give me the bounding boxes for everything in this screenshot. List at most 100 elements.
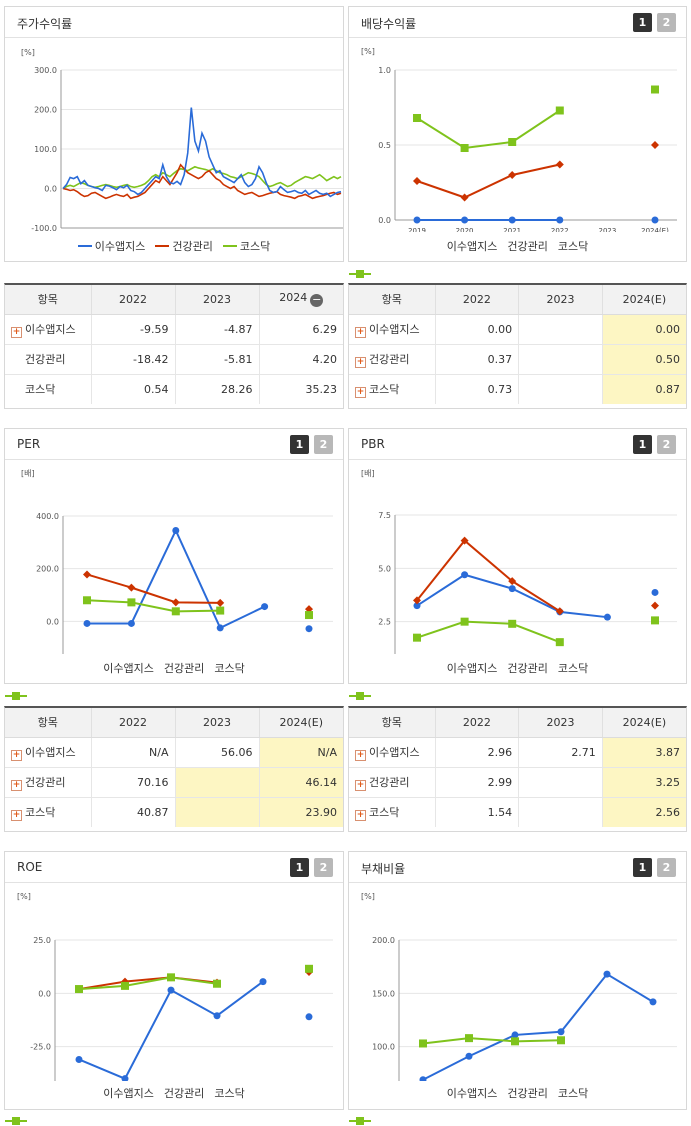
col-header: 2023 [518, 285, 603, 315]
table-cell [174, 797, 259, 827]
data-point [75, 1055, 83, 1063]
table-row: + 건강관리 0.37 0.50 [349, 344, 686, 375]
y-tick-label: 300.0 [34, 66, 57, 75]
legend-line-icon [155, 245, 170, 247]
data-point [508, 171, 517, 179]
legend-item[interactable]: 코스닥 [5, 1085, 245, 1125]
legend-item[interactable]: 이수앱지스 [5, 660, 154, 700]
row-label[interactable]: + 건강관리 [349, 344, 435, 375]
legend-marker [12, 692, 20, 700]
col-header: 2024(E) [601, 708, 686, 738]
data-point [127, 619, 135, 627]
page-2-button[interactable]: 2 [657, 858, 676, 877]
price-return-panel: 주가수익률 [%]300.0200.0100.00.0-100.02018/12… [4, 6, 344, 262]
expand-icon[interactable]: + [355, 326, 366, 338]
expand-icon[interactable]: + [11, 326, 22, 338]
debt-ratio-chart: [%]200.0150.0100.050.0201920202021202220… [361, 892, 677, 1081]
y-tick-label: 150.0 [372, 989, 395, 998]
row-name: 건강관리 [369, 352, 410, 366]
row-label[interactable]: + 건강관리 [349, 767, 435, 798]
legend-item[interactable]: 이수앱지스 [349, 660, 497, 700]
legend-label: 이수앱지스 [446, 1087, 498, 1100]
page-1-button[interactable]: 1 [633, 435, 652, 454]
table-cell: 28.26 [174, 374, 259, 404]
legend-item[interactable]: 이수앱지스 [77, 238, 145, 254]
data-point [465, 1052, 473, 1060]
y-tick-label: 200.0 [36, 565, 59, 574]
legend-item[interactable]: 건강관리 [349, 1085, 548, 1125]
expand-icon[interactable]: + [355, 809, 366, 821]
data-point [603, 970, 611, 978]
data-point [83, 570, 91, 579]
legend-label: 건강관리 [507, 240, 548, 253]
table-cell [518, 767, 603, 798]
legend-item[interactable]: 이수앱지스 [5, 1085, 154, 1125]
legend-item[interactable]: 코스닥 [5, 660, 245, 700]
table-cell: N/A [90, 737, 175, 768]
page-1-button[interactable]: 1 [290, 858, 309, 877]
legend-item[interactable]: 건강관리 [155, 238, 213, 254]
row-label[interactable]: + 이수앱지스 [5, 314, 91, 345]
expand-icon[interactable]: + [11, 749, 22, 761]
page-1-button[interactable]: 1 [290, 435, 309, 454]
data-point [555, 160, 564, 169]
legend-item[interactable]: 이수앱지스 [349, 1085, 498, 1125]
data-point [651, 616, 659, 625]
row-label[interactable]: + 코스닥 [349, 797, 435, 827]
legend-item[interactable]: 건강관리 [349, 660, 548, 700]
table-cell: 56.06 [174, 737, 259, 768]
expand-icon[interactable]: + [11, 779, 22, 791]
data-point [555, 638, 564, 647]
page-2-button[interactable]: 2 [314, 858, 333, 877]
panel-title: 배당수익률 [361, 17, 417, 31]
page-2-button[interactable]: 2 [657, 435, 676, 454]
series-line [416, 109, 561, 150]
expand-icon[interactable]: + [355, 749, 366, 761]
row-label[interactable]: + 이수앱지스 [5, 737, 91, 768]
collapse-icon[interactable]: − [310, 293, 324, 308]
row-label[interactable]: + 이수앱지스 [349, 314, 435, 345]
row-label[interactable]: 건강관리 [5, 344, 91, 375]
row-label[interactable]: 코스닥 [5, 374, 91, 404]
legend-marker-icon [349, 270, 371, 278]
page-2-button[interactable]: 2 [314, 435, 333, 454]
row-label[interactable]: + 건강관리 [5, 767, 91, 798]
legend-item[interactable]: 코스닥 [222, 238, 270, 254]
page-1-button[interactable]: 1 [633, 858, 652, 877]
data-point [649, 998, 657, 1006]
series-line [62, 165, 342, 190]
row-label[interactable]: + 코스닥 [5, 797, 91, 827]
series-line [416, 620, 561, 644]
row-label[interactable]: + 이수앱지스 [349, 737, 435, 768]
expand-icon[interactable]: + [355, 356, 366, 368]
data-point [603, 613, 611, 621]
legend-label: 이수앱지스 [103, 1087, 154, 1100]
data-point [127, 583, 136, 592]
legend-item[interactable]: 건강관리 [349, 238, 548, 278]
data-point [213, 979, 221, 988]
row-name: 코스닥 [25, 805, 56, 819]
table-cell: 0.50 [601, 344, 686, 375]
expand-icon[interactable]: + [355, 386, 366, 398]
expand-icon[interactable]: + [355, 779, 366, 791]
panel-title: 주가수익률 [17, 17, 73, 31]
legend-item[interactable]: 건강관리 [5, 660, 204, 700]
legend-marker [356, 1117, 364, 1125]
row-label[interactable]: + 코스닥 [349, 374, 435, 404]
legend-item[interactable]: 코스닥 [349, 1085, 588, 1125]
col-header: 항목 [349, 708, 435, 738]
col-header: 2022 [434, 708, 519, 738]
page-1-button[interactable]: 1 [633, 13, 652, 32]
col-header: 2024(E) [258, 708, 343, 738]
col-header: 2022 [90, 285, 175, 315]
legend-item[interactable]: 코스닥 [349, 660, 588, 700]
data-point [83, 596, 91, 605]
legend-item[interactable]: 건강관리 [5, 1085, 204, 1125]
y-tick-label: -25.0 [30, 1043, 51, 1052]
row-name: 이수앱지스 [369, 745, 420, 759]
legend-item[interactable]: 이수앱지스 [349, 238, 497, 278]
legend-label: 이수앱지스 [103, 662, 154, 675]
legend-item[interactable]: 코스닥 [349, 238, 588, 278]
expand-icon[interactable]: + [11, 809, 22, 821]
page-2-button[interactable]: 2 [657, 13, 676, 32]
